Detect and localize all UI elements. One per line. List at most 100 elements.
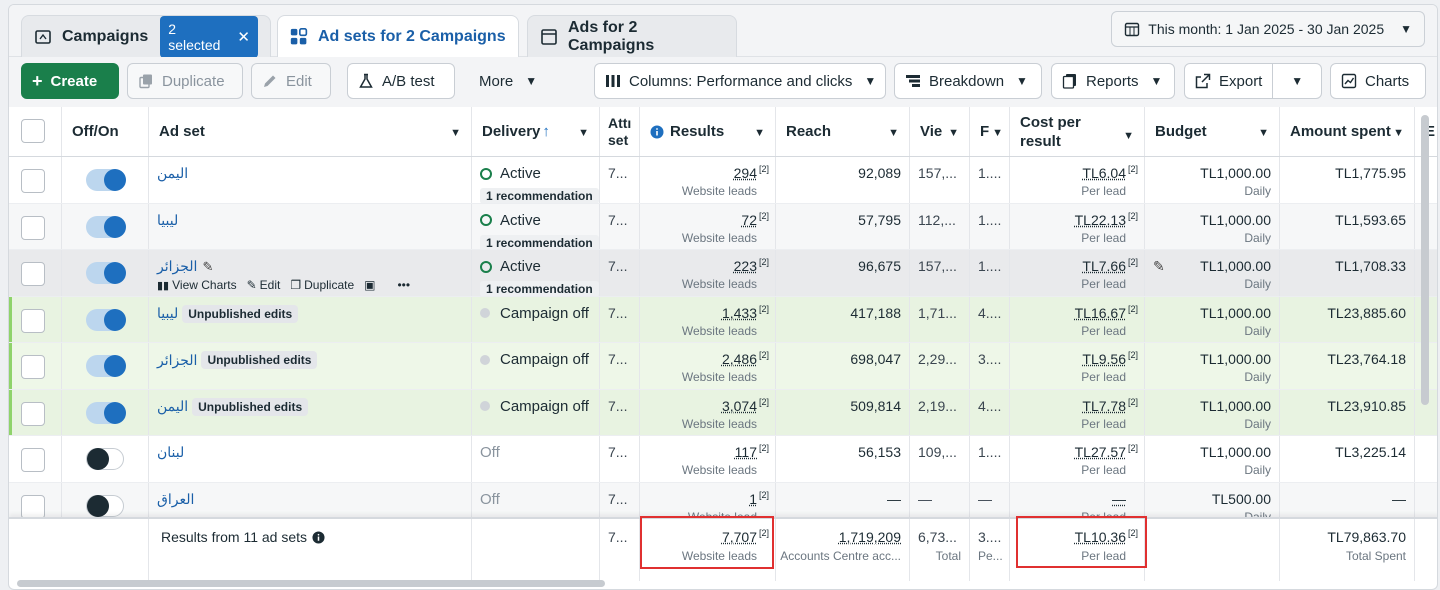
header-budget[interactable]: Budget ▼	[1145, 107, 1280, 156]
header-delivery[interactable]: Delivery ↑ ▼	[472, 107, 600, 156]
results-value[interactable]: 223	[733, 258, 757, 274]
charts-button[interactable]: Charts	[1330, 63, 1426, 99]
results-value[interactable]: 3,074	[721, 397, 757, 414]
summary-results[interactable]: 7,707	[721, 529, 757, 545]
cost-per-result-value[interactable]: TL16.67	[1074, 304, 1126, 321]
date-range-picker[interactable]: This month: 1 Jan 2025 - 30 Jan 2025 ▼	[1111, 11, 1425, 47]
clear-selection-icon[interactable]: ✕	[237, 28, 250, 46]
cost-per-result-value[interactable]: TL7.66	[1082, 258, 1126, 274]
recommendation-badge[interactable]: 1 recommendation	[480, 234, 599, 249]
header-adset[interactable]: Ad set ▼	[149, 107, 472, 156]
results-value[interactable]: 2,486	[721, 351, 757, 367]
header-amount-spent[interactable]: Amount spent ▼	[1280, 107, 1415, 156]
header-frequency-label: F	[980, 123, 990, 140]
header-attribution[interactable]: Attı set	[600, 107, 640, 156]
summary-reach[interactable]: 1,719,209	[838, 529, 901, 545]
cost-per-result-value[interactable]: TL22.13	[1074, 211, 1126, 228]
adset-name-link[interactable]: ليبيا	[157, 305, 179, 321]
delivery-toggle[interactable]	[86, 401, 126, 424]
row-checkbox[interactable]	[21, 308, 45, 333]
cell-status: Active 1 recommendation	[472, 250, 600, 296]
row-checkbox[interactable]	[21, 262, 45, 286]
row-checkbox[interactable]	[21, 494, 45, 519]
tab-adsets[interactable]: Ad sets for 2 Campaigns	[277, 15, 519, 58]
vertical-scrollbar[interactable]	[1421, 115, 1429, 405]
inactive-status-icon	[480, 308, 490, 318]
pencil-icon[interactable]: ✎	[1153, 258, 1165, 274]
adset-name-link[interactable]: الجزائر	[157, 258, 198, 274]
adset-name-link[interactable]: لبنان	[157, 444, 185, 460]
ab-test-button[interactable]: A/B test	[347, 63, 455, 99]
delivery-toggle[interactable]	[86, 262, 126, 284]
selected-badge[interactable]: 2 selected ✕	[160, 15, 258, 58]
header-results[interactable]: Results ▼	[640, 107, 776, 156]
summary-cost-per-result[interactable]: TL10.36	[1074, 529, 1126, 545]
ab-test-label: A/B test	[382, 72, 435, 90]
create-button[interactable]: + Create	[21, 63, 119, 99]
export-dropdown[interactable]: ▼	[1273, 74, 1321, 88]
edit-action[interactable]: ✎ Edit	[247, 278, 281, 292]
chevron-down-icon: ▼	[1400, 22, 1412, 36]
more-button[interactable]: More ▼	[469, 63, 569, 99]
header-views[interactable]: Vie ▼	[910, 107, 970, 156]
duplicate-button[interactable]: Duplicate	[127, 63, 243, 99]
table-row[interactable]: لبنان Off 7... 117 [2] Website leads 56,153 109…	[9, 436, 1437, 483]
cost-per-result-value[interactable]: TL7.78	[1082, 397, 1126, 414]
cost-per-result-value[interactable]: TL6.04	[1082, 165, 1126, 181]
view-charts-action[interactable]: ▮▮ View Charts	[157, 278, 237, 292]
adset-name-link[interactable]: اليمن	[157, 165, 189, 181]
columns-button[interactable]: Columns: Performance and clicks ▼	[594, 63, 886, 99]
cost-per-result-value[interactable]: TL9.56	[1082, 351, 1126, 367]
delivery-toggle[interactable]	[86, 448, 124, 470]
header-extra[interactable]: E	[1415, 107, 1437, 156]
table-row[interactable]: الجزائر ✎ ▮▮ View Charts ✎ Edit ❐ Duplicate ▣ •••…	[9, 250, 1437, 297]
recommendation-badge[interactable]: 1 recommendation	[480, 281, 599, 296]
adset-name-link[interactable]: اليمن	[157, 398, 189, 414]
pencil-icon: ✎	[246, 278, 257, 292]
delivery-toggle[interactable]	[86, 308, 126, 331]
cost-per-result-value[interactable]: TL27.57	[1074, 444, 1126, 460]
breakdown-button[interactable]: Breakdown ▼	[894, 63, 1042, 99]
table-row[interactable]: ليبيا Unpublished edits Campaign off 7... 1,…	[9, 296, 1437, 343]
table-row[interactable]: اليمن Unpublished edits Campaign off 7... 3,…	[9, 389, 1437, 436]
tab-campaigns[interactable]: Campaigns 2 selected ✕	[21, 15, 271, 58]
row-checkbox[interactable]	[21, 448, 45, 472]
pencil-icon[interactable]: ✎	[202, 258, 214, 274]
results-value[interactable]: 1,433	[721, 304, 757, 321]
reports-button[interactable]: Reports ▼	[1051, 63, 1175, 99]
adset-name-link[interactable]: الجزائر	[157, 351, 198, 368]
duplicate-action[interactable]: ❐ Duplicate	[290, 278, 354, 292]
header-reach[interactable]: Reach ▼	[776, 107, 910, 156]
table-row[interactable]: اليمن Active 1 recommendation 7... 294 [2] Web…	[9, 157, 1437, 204]
adset-name-link[interactable]: ليبيا	[157, 211, 179, 228]
cost-per-result-value[interactable]: —	[1112, 490, 1126, 507]
delivery-toggle[interactable]	[86, 215, 126, 238]
results-value[interactable]: 1	[749, 490, 757, 507]
export-button[interactable]: Export	[1185, 64, 1274, 98]
more-actions-icon[interactable]: •••	[397, 278, 411, 292]
delivery-toggle[interactable]	[86, 169, 126, 191]
tab-ads[interactable]: Ads for 2 Campaigns	[527, 15, 737, 57]
results-value[interactable]: 72	[741, 211, 757, 228]
delivery-toggle[interactable]	[86, 494, 124, 517]
row-checkbox[interactable]	[21, 169, 45, 193]
recommendation-badge[interactable]: 1 recommendation	[480, 188, 599, 203]
row-checkbox[interactable]	[21, 401, 45, 426]
row-checkbox[interactable]	[21, 215, 45, 240]
reach-value: 57,795	[858, 211, 901, 228]
header-cost-per-result[interactable]: Cost per result ▼	[1010, 107, 1145, 156]
table-row[interactable]: الجزائر Unpublished edits Campaign off 7...…	[9, 343, 1437, 390]
results-value[interactable]: 294	[733, 165, 757, 181]
preview-image-icon[interactable]: ▣	[364, 278, 376, 292]
info-icon[interactable]	[312, 530, 325, 544]
header-frequency[interactable]: F ▼	[970, 107, 1010, 156]
adset-name-link[interactable]: العراق	[157, 490, 195, 507]
results-value[interactable]: 117	[734, 444, 757, 460]
frequency-value: 1....	[978, 258, 1002, 274]
edit-button[interactable]: Edit	[251, 63, 331, 99]
horizontal-scrollbar[interactable]	[17, 580, 605, 587]
delivery-toggle[interactable]	[86, 355, 126, 377]
select-all-checkbox[interactable]	[21, 119, 45, 143]
table-row[interactable]: ليبيا Active 1 recommendation 7... 72 [2] Webs…	[9, 203, 1437, 250]
row-checkbox[interactable]	[21, 355, 45, 379]
